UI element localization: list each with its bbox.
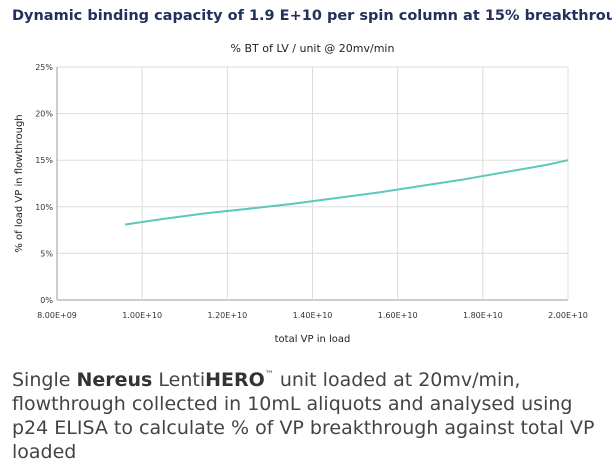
caption-text: Single	[12, 369, 77, 391]
x-tick-label: 8.00E+09	[37, 311, 77, 320]
y-tick-label: 10%	[35, 203, 53, 212]
x-tick-label: 2.00E+10	[548, 311, 588, 320]
trademark-symbol: ™	[264, 370, 274, 380]
x-tick-label: 1.20E+10	[207, 311, 247, 320]
y-axis-title: % of load VP in flowthrough	[14, 114, 25, 252]
x-tick-label: 1.40E+10	[293, 311, 333, 320]
y-tick-label: 25%	[35, 63, 53, 72]
y-tick-label: 15%	[35, 156, 53, 165]
chart-title: % BT of LV / unit @ 20mv/min	[231, 42, 395, 55]
caption-product-name: HERO	[205, 369, 265, 391]
y-tick-label: 0%	[40, 296, 53, 305]
line-chart: % BT of LV / unit @ 20mv/min 0% 5% 10% 15% 20…	[14, 42, 588, 345]
series-line	[124, 159, 569, 226]
caption: Single Nereus LentiHERO™ unit loaded at …	[12, 363, 604, 464]
page-title: Dynamic binding capacity of 1.9 E+10 per…	[12, 8, 612, 24]
y-tick-label: 5%	[40, 249, 53, 258]
x-tick-label: 1.60E+10	[378, 311, 418, 320]
y-tick-label: 20%	[35, 110, 53, 119]
x-tick-label: 1.80E+10	[463, 311, 503, 320]
caption-text-description: unit loaded at 20mv/min, flowthrough col…	[12, 369, 595, 463]
x-tick-label: 1.00E+10	[122, 311, 162, 320]
x-axis-title: total VP in load	[275, 334, 351, 345]
caption-brand: Nereus	[76, 369, 153, 391]
caption-text-product: Lenti	[152, 369, 206, 391]
